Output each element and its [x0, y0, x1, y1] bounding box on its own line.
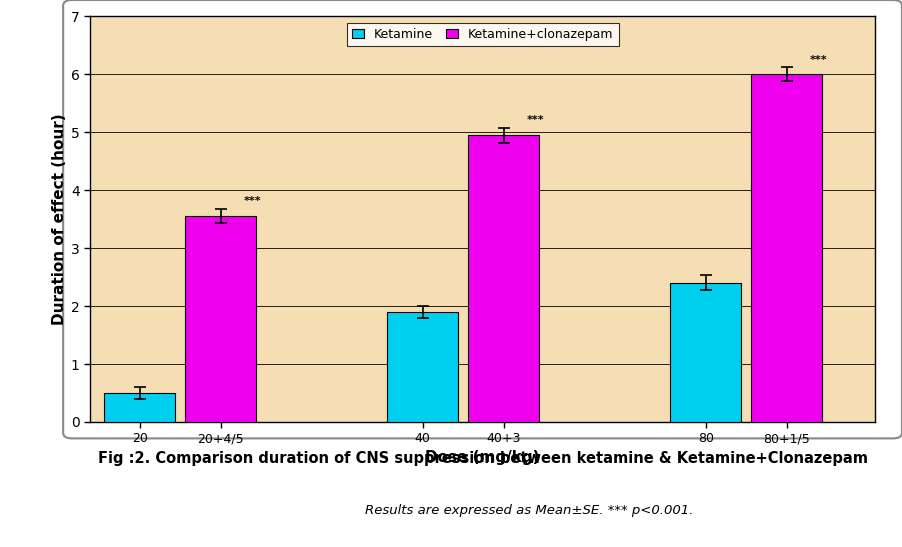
Text: Fig :2. Comparison duration of CNS suppression between ketamine & Ketamine+Clona: Fig :2. Comparison duration of CNS suppr… — [98, 451, 868, 466]
Text: ***: *** — [810, 55, 828, 65]
Text: Results are expressed as Mean±SE. *** p<0.001.: Results are expressed as Mean±SE. *** p<… — [364, 504, 694, 517]
X-axis label: Dose (mg/kg): Dose (mg/kg) — [426, 450, 539, 464]
Bar — [105, 393, 175, 422]
Text: ***: *** — [527, 115, 545, 125]
Text: ***: *** — [244, 196, 262, 206]
Legend: Ketamine, Ketamine+clonazepam: Ketamine, Ketamine+clonazepam — [346, 22, 619, 45]
Y-axis label: Duration of effect (hour): Duration of effect (hour) — [51, 113, 67, 325]
Bar — [468, 135, 539, 422]
Bar — [186, 216, 256, 422]
Bar — [751, 74, 823, 422]
Bar — [670, 283, 741, 422]
Bar — [387, 312, 458, 422]
